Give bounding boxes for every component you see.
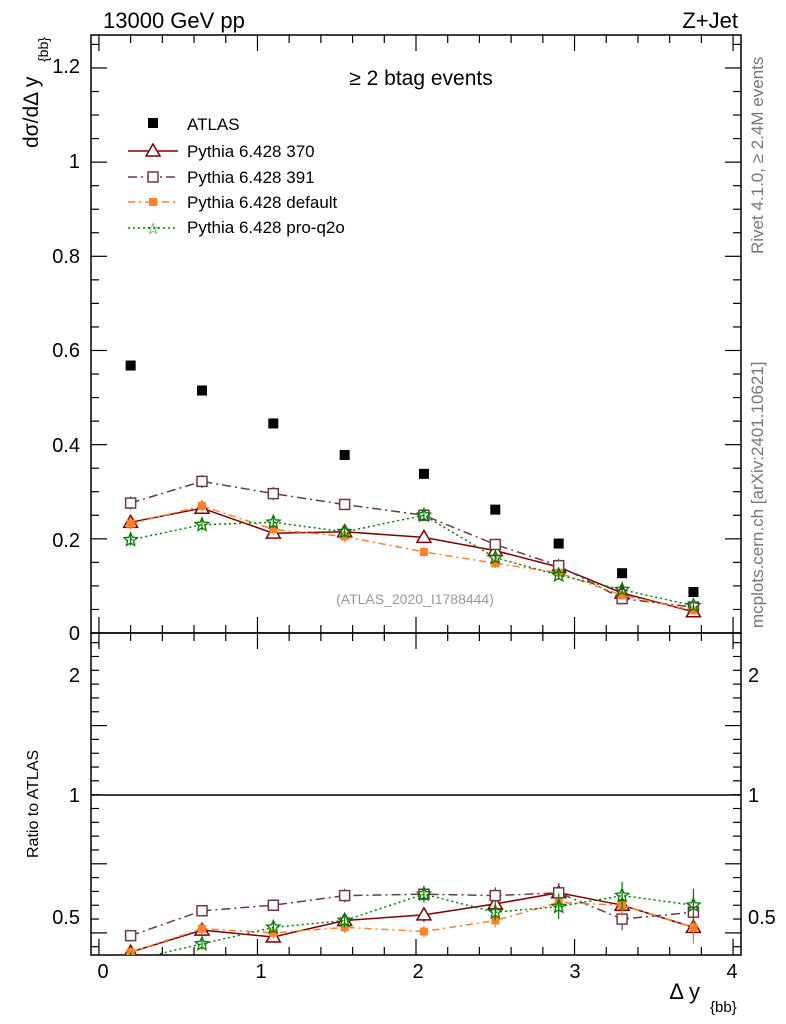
data-point-pro-q2o — [193, 515, 211, 532]
legend: ATLAS Pythia 6.428 370 Pythia 6.428 391 … — [128, 115, 345, 238]
ratio-tick-label: 1 — [69, 785, 80, 807]
data-point-atlas — [490, 504, 501, 515]
ratio-point-pro-q2o — [613, 886, 631, 903]
data-point-pro-q2o — [613, 581, 631, 597]
main-marks — [122, 360, 702, 618]
ratio-point-391 — [338, 889, 351, 902]
analysis-watermark: (ATLAS_2020_I1788444) — [336, 591, 494, 607]
x-tick-label: 1 — [255, 961, 266, 983]
ratio-point-pro-q2o — [193, 935, 211, 951]
ratio-axis-label: Ratio to ATLAS — [25, 750, 42, 858]
data-point-atlas — [418, 468, 429, 479]
y-tick-label: 1.2 — [52, 56, 80, 78]
ratio-point-391 — [267, 899, 280, 911]
ratio-point-pro-q2o — [486, 903, 504, 920]
ratio-point-391 — [124, 929, 137, 942]
ratio-line-pro-q2o — [150, 893, 694, 955]
y-axis-label-sub: {bb} — [35, 37, 51, 62]
ratio-point-391 — [489, 889, 502, 902]
data-point-pro-q2o — [550, 566, 567, 583]
legend-label-atlas: ATLAS — [187, 115, 240, 134]
x-axis-label: Δ y — [669, 979, 700, 1004]
legend-marker-default — [149, 198, 157, 206]
plot-title: ≥ 2 btag events — [349, 67, 492, 90]
ratio-tick-label: 0.5 — [52, 907, 80, 929]
y-tick-label: 1 — [69, 151, 80, 173]
data-point-pro-q2o — [336, 523, 353, 539]
series-line-pro-q2o — [130, 514, 694, 607]
data-point-default — [689, 606, 698, 615]
legend-label-391: Pythia 6.428 391 — [187, 168, 315, 187]
data-point-391 — [124, 497, 137, 509]
data-point-atlas — [688, 587, 699, 598]
ratio-point-pro-q2o — [336, 911, 353, 928]
ratio-point-pro-q2o — [685, 896, 702, 913]
legend-label-pro-q2o: Pythia 6.428 pro-q2o — [187, 218, 345, 237]
ratio-line-default — [130, 901, 694, 953]
energy-label: 13000 GeV pp — [103, 8, 245, 33]
data-point-default — [126, 519, 135, 528]
legend-marker-atlas — [148, 118, 158, 128]
ratio-point-default — [197, 924, 206, 933]
data-point-391 — [267, 487, 280, 500]
x-tick-label: 4 — [726, 961, 737, 983]
y-tick-label: 0.4 — [52, 435, 80, 457]
legend-label-default: Pythia 6.428 default — [187, 193, 338, 212]
ratio-tick-label-right: 2 — [748, 665, 759, 687]
y-tick-label: 0.8 — [52, 246, 80, 268]
ratio-point-pro-q2o — [265, 918, 282, 935]
mcplots-info-text: mcplots.cern.ch [arXiv:2401.10621] — [748, 362, 767, 628]
data-point-default — [491, 559, 500, 568]
y-tick-label: 0.2 — [52, 530, 80, 552]
ratio-point-default — [419, 927, 428, 936]
data-point-391 — [338, 498, 351, 511]
ratio-tick-label-right: 0.5 — [748, 907, 776, 929]
ratio-tick-label: 2 — [69, 665, 80, 687]
legend-label-370: Pythia 6.428 370 — [187, 142, 315, 161]
ratio-line-370 — [130, 892, 694, 953]
data-point-default — [419, 548, 428, 557]
ratio-point-pro-q2o — [550, 897, 567, 914]
data-marks — [122, 360, 702, 955]
ratio-marks — [124, 881, 702, 955]
data-point-atlas — [125, 360, 136, 371]
data-point-atlas — [339, 450, 350, 461]
x-axis-label-main: Δ y — [669, 979, 700, 1004]
data-point-atlas — [553, 538, 564, 549]
data-point-atlas — [617, 568, 628, 579]
y-axis-label: dσ/dΔ y — [20, 76, 43, 148]
legend-marker-391 — [147, 171, 159, 183]
data-point-391 — [489, 538, 502, 551]
data-point-default — [269, 525, 278, 534]
legend-marker-pro-q2o: ☆ — [146, 221, 160, 238]
x-axis-label-sub: {bb} — [710, 999, 737, 1016]
ratio-plot-frame — [90, 632, 742, 956]
data-point-pro-q2o — [265, 513, 282, 530]
rivet-info-text: Rivet 4.1.0, ≥ 2.4M events — [748, 57, 767, 254]
ratio-point-default — [126, 948, 135, 955]
ratio-tick-label-right: 1 — [748, 785, 759, 807]
x-tick-label: 2 — [412, 961, 423, 983]
ratio-point-370 — [415, 906, 433, 921]
x-tick-label: 3 — [569, 961, 580, 983]
data-point-pro-q2o — [685, 597, 702, 613]
ratio-point-pro-q2o — [415, 885, 433, 902]
data-point-default — [197, 501, 206, 510]
x-tick-label: 0 — [97, 961, 108, 983]
y-tick-label: 0.6 — [52, 340, 80, 362]
ratio-point-391 — [196, 905, 208, 917]
ratio-point-default — [689, 923, 698, 932]
data-point-391 — [196, 475, 208, 488]
data-point-atlas — [268, 418, 279, 429]
data-point-pro-q2o — [122, 531, 139, 547]
data-point-370 — [415, 528, 433, 544]
legend-marker-370 — [144, 142, 162, 157]
data-point-atlas — [196, 385, 207, 396]
y-tick-label: 0 — [69, 623, 80, 645]
process-label: Z+Jet — [682, 8, 738, 33]
data-point-default — [618, 591, 627, 600]
data-point-pro-q2o — [415, 506, 433, 523]
data-point-pro-q2o — [486, 549, 504, 565]
